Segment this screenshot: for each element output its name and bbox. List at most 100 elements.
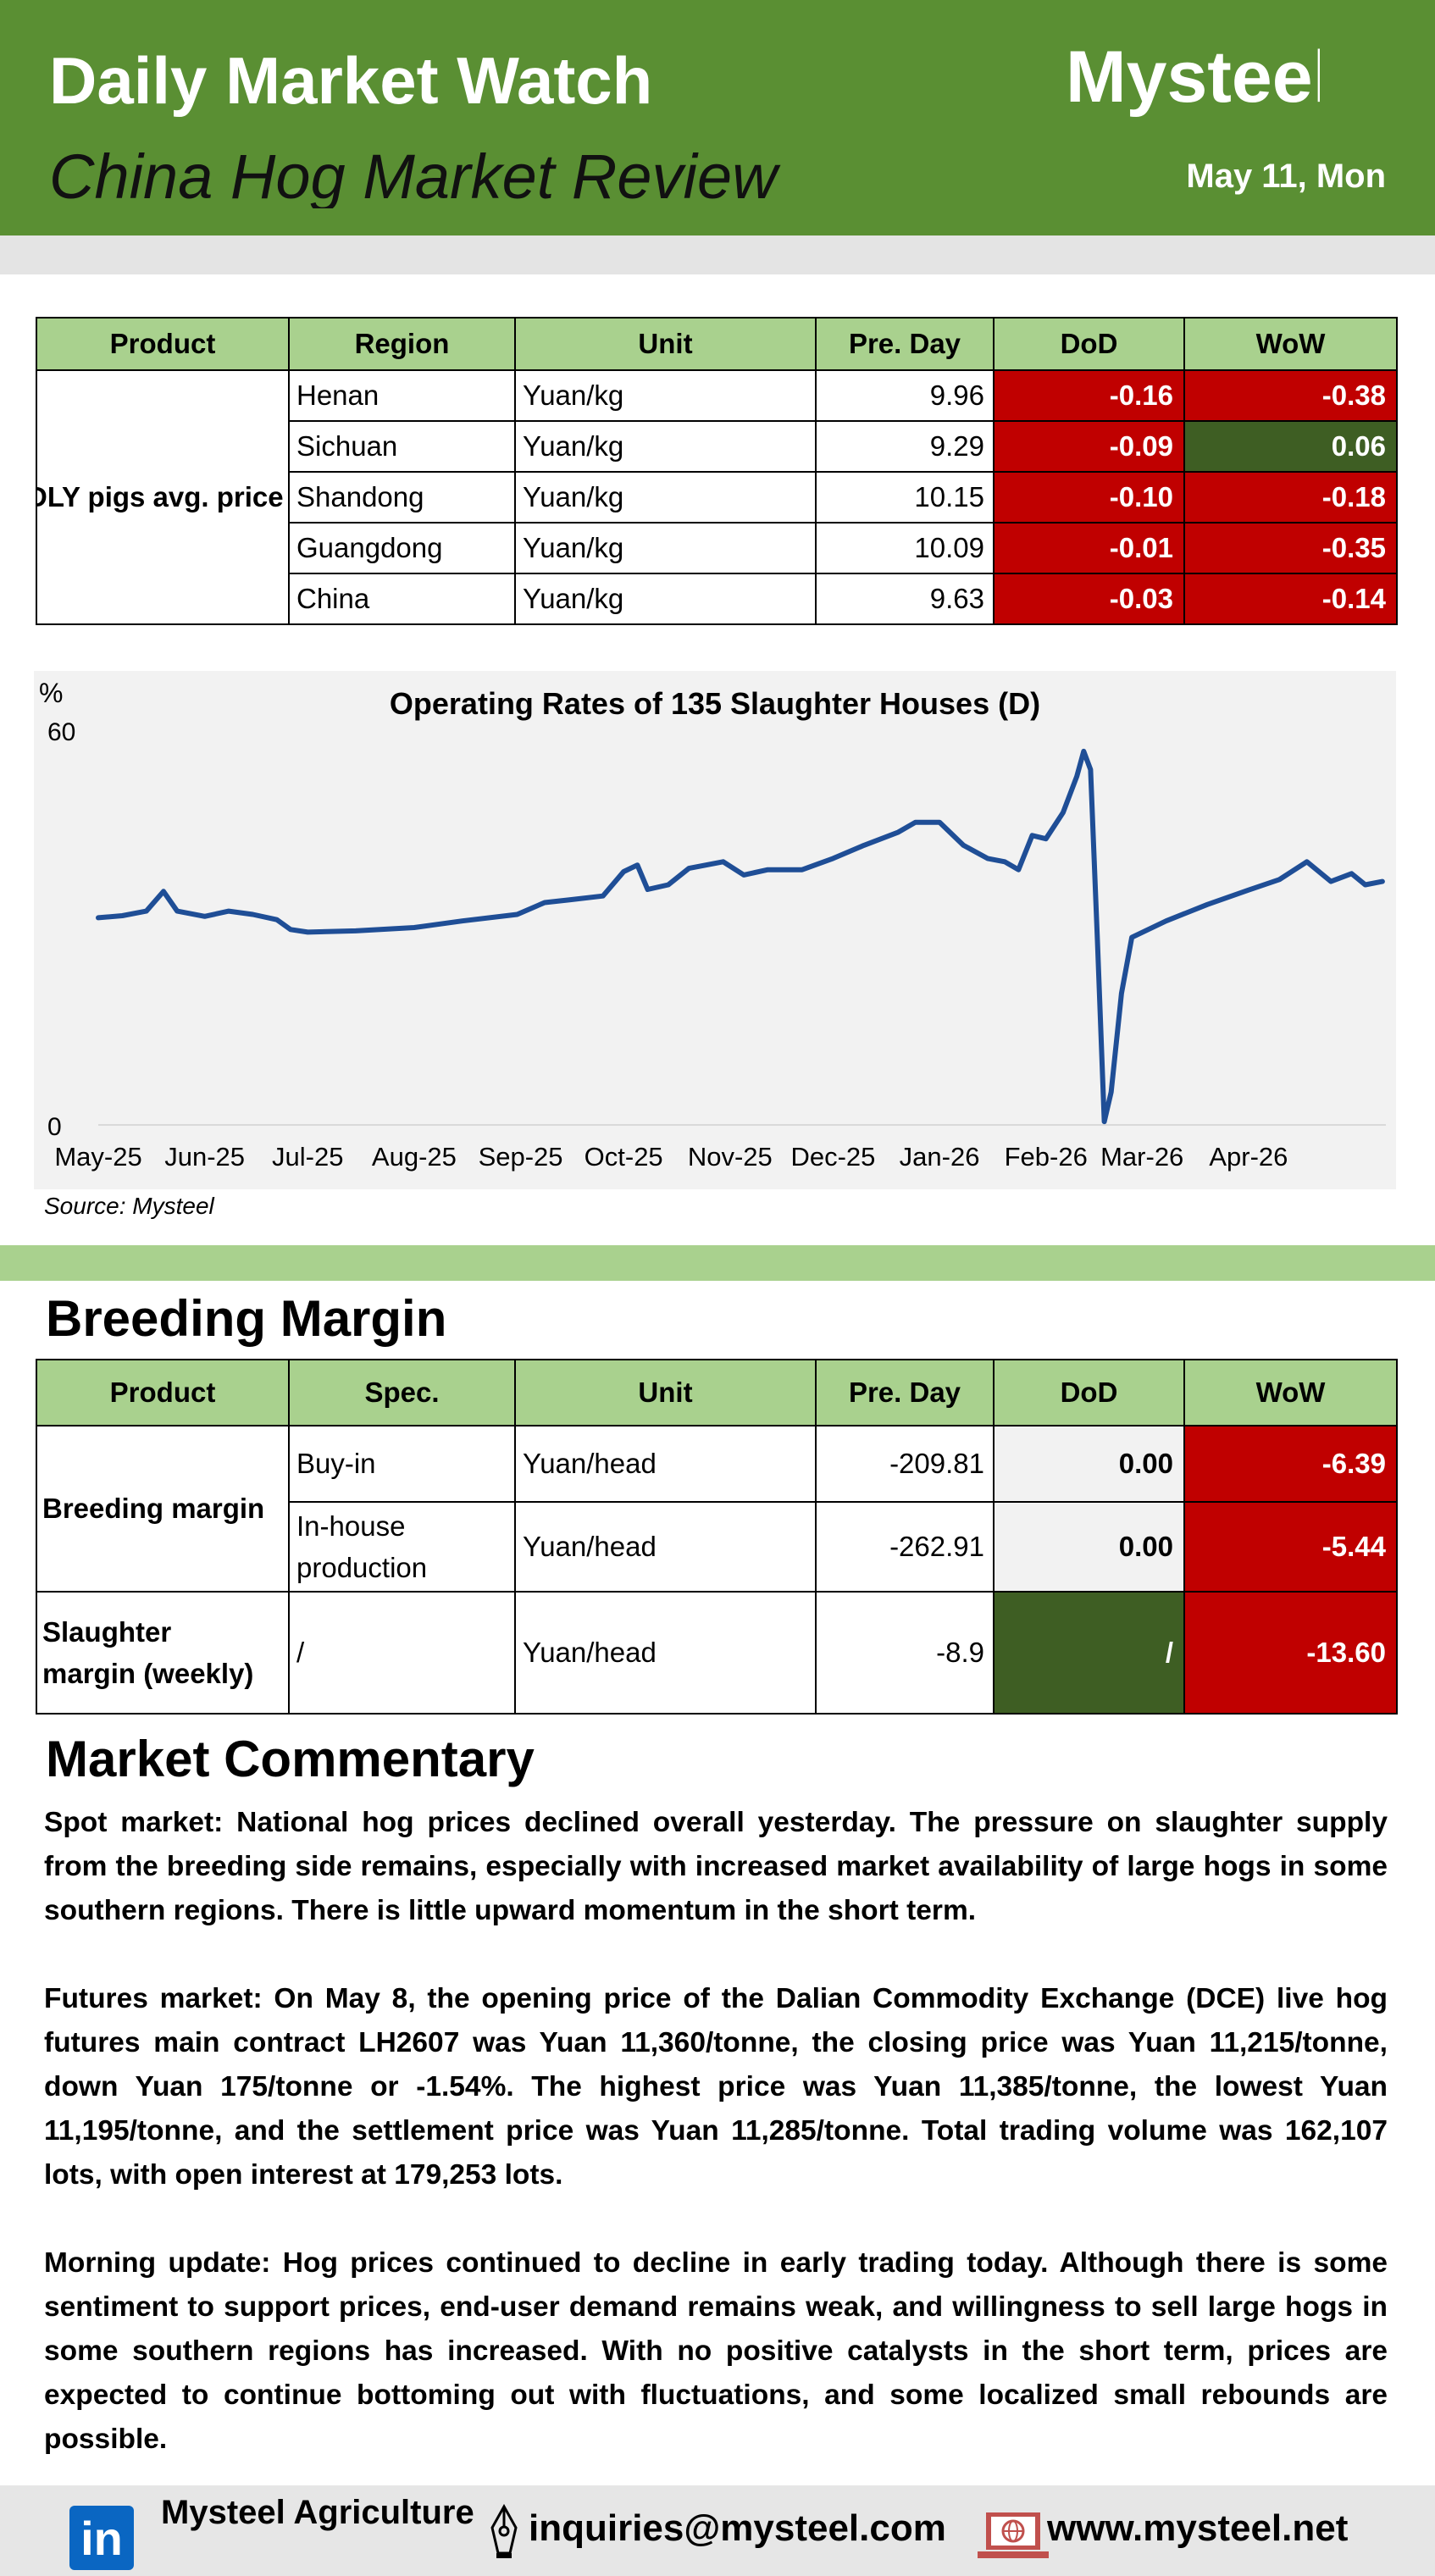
x-tick-label: Oct-25: [585, 1142, 663, 1172]
unit-cell: Yuan/kg: [514, 522, 817, 574]
region-cell: Guangdong: [288, 522, 516, 574]
x-tick-label: Sep-25: [479, 1142, 563, 1172]
futures-market-paragraph: Futures market: On May 8, the opening pr…: [44, 1983, 1388, 2191]
dod-cell: -0.03: [993, 573, 1185, 625]
breeding-table: Product Spec. Unit Pre. Day DoD WoW Bree…: [36, 1359, 1398, 1715]
col-wow: WoW: [1183, 1359, 1398, 1426]
dod-cell: -0.10: [993, 471, 1185, 524]
col-wow: WoW: [1183, 317, 1398, 371]
report-date: May 11, Mon: [1186, 158, 1386, 195]
section-divider: [0, 1245, 1435, 1281]
dod-cell: -0.16: [993, 369, 1185, 422]
breeding-table-header: Product Spec. Unit Pre. Day DoD WoW: [36, 1359, 1398, 1426]
col-pre-day: Pre. Day: [815, 1359, 995, 1426]
company-name: Mysteel Agriculture: [161, 2494, 474, 2531]
wow-cell: -0.14: [1183, 573, 1398, 625]
product-cell: Breeding margin: [36, 1425, 290, 1593]
website-link[interactable]: www.mysteel.net: [1047, 2507, 1349, 2549]
col-region: Region: [288, 317, 516, 371]
unit-cell: Yuan/head: [514, 1501, 817, 1593]
pre-day-cell: 10.15: [815, 471, 995, 524]
col-spec: Spec.: [288, 1359, 516, 1426]
svg-text:Mysteel: Mysteel: [1066, 36, 1320, 118]
col-product: Product: [36, 1359, 290, 1426]
region-cell: Sichuan: [288, 420, 516, 473]
product-cell: DLY pigs avg. price: [36, 369, 290, 625]
spot-market-paragraph: Spot market: National hog prices decline…: [44, 1807, 1388, 1926]
wow-cell: -0.35: [1183, 522, 1398, 574]
dod-cell: -0.09: [993, 420, 1185, 473]
table-row: China Yuan/kg 9.63 -0.03 -0.14: [36, 573, 1398, 625]
price-table-header: Product Region Unit Pre. Day DoD WoW: [36, 317, 1398, 371]
pre-day-cell: 10.09: [815, 522, 995, 574]
col-dod: DoD: [993, 1359, 1185, 1426]
x-tick-label: Jul-25: [272, 1142, 343, 1172]
table-row: Guangdong Yuan/kg 10.09 -0.01 -0.35: [36, 522, 1398, 574]
linkedin-icon[interactable]: in: [69, 2506, 134, 2570]
x-tick-label: May-25: [54, 1142, 141, 1172]
series-line: [96, 748, 1385, 1125]
col-product: Product: [36, 317, 290, 371]
pre-day-cell: 9.96: [815, 369, 995, 422]
dod-cell: -0.01: [993, 522, 1185, 574]
wow-cell: 0.06: [1183, 420, 1398, 473]
header-divider: [0, 235, 1435, 274]
unit-cell: Yuan/kg: [514, 573, 817, 625]
x-tick-label: Nov-25: [688, 1142, 773, 1172]
table-row: Shandong Yuan/kg 10.15 -0.10 -0.18: [36, 471, 1398, 524]
x-tick-label: Mar-26: [1100, 1142, 1183, 1172]
pre-day-cell: -8.9: [815, 1591, 995, 1715]
unit-cell: Yuan/head: [514, 1591, 817, 1715]
region-cell: Shandong: [288, 471, 516, 524]
wow-cell: -5.44: [1183, 1501, 1398, 1593]
pre-day-cell: -209.81: [815, 1425, 995, 1503]
pre-day-cell: -262.91: [815, 1501, 995, 1593]
price-table: Product Region Unit Pre. Day DoD WoW DLY…: [36, 317, 1398, 625]
x-tick-label: Jun-25: [164, 1142, 245, 1172]
table-row: In-house production Yuan/head -262.91 0.…: [36, 1501, 1398, 1593]
pre-day-cell: 9.63: [815, 573, 995, 625]
table-row: Slaughter margin (weekly) / Yuan/head -8…: [36, 1591, 1398, 1715]
pen-nib-icon: [490, 2504, 518, 2558]
dod-cell: 0.00: [993, 1425, 1185, 1503]
table-row: Sichuan Yuan/kg 9.29 -0.09 0.06: [36, 420, 1398, 473]
y-tick-label: 0: [47, 1113, 62, 1141]
product-cell: Slaughter margin (weekly): [36, 1591, 290, 1715]
x-tick-label: Dec-25: [790, 1142, 875, 1172]
x-tick-label: Aug-25: [372, 1142, 457, 1172]
chart-source: Source: Mysteel: [44, 1193, 214, 1219]
mysteel-logo: Mysteel: [1066, 36, 1320, 118]
commentary-heading: Market Commentary: [46, 1731, 535, 1787]
report-footer: in Mysteel Agriculture inquiries@mysteel…: [0, 2485, 1435, 2576]
laptop-globe-icon: [978, 2512, 1049, 2558]
x-tick-label: Jan-26: [900, 1142, 980, 1172]
x-tick-label: Feb-26: [1005, 1142, 1088, 1172]
col-unit: Unit: [514, 1359, 817, 1426]
morning-update-paragraph: Morning update: Hog prices continued to …: [44, 2247, 1388, 2455]
dod-cell: /: [993, 1591, 1185, 1715]
col-pre-day: Pre. Day: [815, 317, 995, 371]
y-axis-unit: %: [39, 678, 64, 708]
breeding-margin-heading: Breeding Margin: [46, 1290, 447, 1347]
dod-cell: 0.00: [993, 1501, 1185, 1593]
email-link[interactable]: inquiries@mysteel.com: [529, 2507, 946, 2549]
unit-cell: Yuan/kg: [514, 369, 817, 422]
operating-rate-chart: Operating Rates of 135 Slaughter Houses …: [34, 671, 1396, 1189]
pre-day-cell: 9.29: [815, 420, 995, 473]
spec-cell: In-house production: [288, 1501, 516, 1593]
wow-cell: -0.38: [1183, 369, 1398, 422]
y-tick-label: 60: [47, 718, 75, 746]
chart-title: Operating Rates of 135 Slaughter Houses …: [389, 686, 1041, 721]
unit-cell: Yuan/kg: [514, 471, 817, 524]
wow-cell: -0.18: [1183, 471, 1398, 524]
wow-cell: -13.60: [1183, 1591, 1398, 1715]
col-unit: Unit: [514, 317, 817, 371]
unit-cell: Yuan/head: [514, 1425, 817, 1503]
spec-cell: /: [288, 1591, 516, 1715]
region-cell: China: [288, 573, 516, 625]
unit-cell: Yuan/kg: [514, 420, 817, 473]
report-title: Daily Market Watch: [49, 43, 653, 118]
col-dod: DoD: [993, 317, 1185, 371]
table-row: Breeding margin Buy-in Yuan/head -209.81…: [36, 1425, 1398, 1593]
